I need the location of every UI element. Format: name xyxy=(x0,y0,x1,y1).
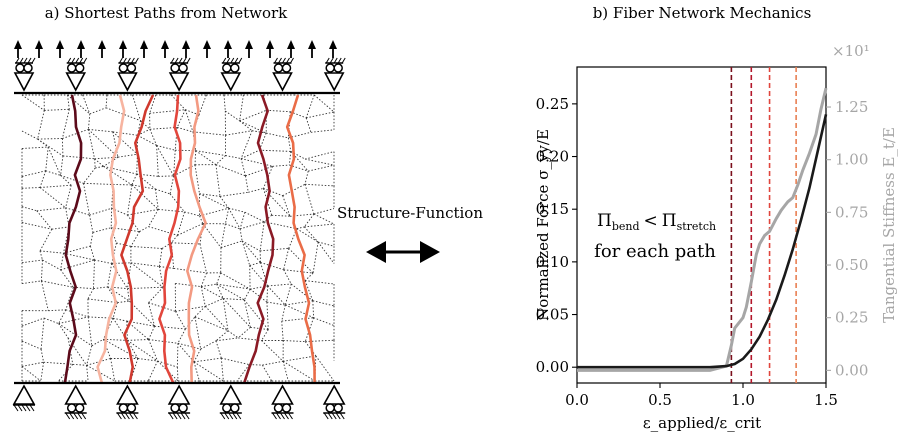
x-tick-label: 1.5 xyxy=(814,391,838,409)
y2-tick-label: 1.25 xyxy=(835,98,868,116)
fiber-network xyxy=(21,94,335,382)
shortest-path-line xyxy=(242,94,275,384)
y-ticks: 0.00 0.05 0.10 0.15 0.20 0.25 xyxy=(536,95,577,376)
pin-support-icon xyxy=(12,384,36,412)
y-tick-label: 0.25 xyxy=(536,95,569,113)
roller-support-icon xyxy=(116,384,139,420)
up-arrow-icon xyxy=(182,40,190,58)
up-arrow-icon xyxy=(329,40,337,58)
svg-text:Tangential Stiffness E_t/E: Tangential Stiffness E_t/E xyxy=(880,127,898,323)
shortest-paths xyxy=(63,94,316,384)
shortest-path-line xyxy=(63,94,83,384)
panel-a-title: a) Shortest Paths from Network xyxy=(45,4,288,22)
annotation-line2: for each path xyxy=(594,241,716,262)
top-roller-supports xyxy=(13,57,346,92)
force-line xyxy=(577,114,828,369)
up-arrow-icon xyxy=(245,40,253,58)
roller-support-icon xyxy=(64,384,88,420)
roller-support-icon xyxy=(219,384,243,420)
annotation: Πbend < Πstretch for each path xyxy=(594,211,716,262)
up-arrow-icon xyxy=(287,40,295,58)
double-arrow-icon xyxy=(366,241,440,263)
panel-b-title: b) Fiber Network Mechanics xyxy=(593,4,812,22)
shortest-path-line xyxy=(186,94,207,384)
stiffness-line xyxy=(577,87,828,372)
roller-support-icon xyxy=(13,57,36,92)
up-arrow-icon xyxy=(308,40,316,58)
x-axis-label: ε_applied/ε_crit xyxy=(643,414,761,432)
x-tick-label: 0.5 xyxy=(648,391,672,409)
roller-support-icon xyxy=(323,57,346,92)
roller-support-icon xyxy=(167,384,191,420)
pull-arrows xyxy=(14,40,337,58)
up-arrow-icon xyxy=(203,40,211,58)
roller-support-icon xyxy=(65,57,88,92)
y2-tick-label: 0.25 xyxy=(835,309,868,327)
structure-function-label: Structure-Function xyxy=(337,204,483,222)
critical-strain-lines xyxy=(730,67,797,383)
y2-tick-label: 1.00 xyxy=(835,151,868,169)
x-ticks: 0.0 0.5 1.0 1.5 xyxy=(565,383,838,409)
up-arrow-icon xyxy=(140,40,148,58)
up-arrow-icon xyxy=(14,40,22,58)
y2-tick-label: 0.50 xyxy=(835,256,868,274)
up-arrow-icon xyxy=(98,40,106,58)
y-tick-label: 0.05 xyxy=(536,306,569,324)
svg-text:Normalized Force σ_yy/E: Normalized Force σ_yy/E xyxy=(534,129,552,321)
y-tick-label: 0.10 xyxy=(536,253,569,271)
y2-ticks: 0.00 0.25 0.50 0.75 1.00 1.25 xyxy=(826,98,868,379)
roller-support-icon xyxy=(272,57,294,92)
y2-tick-label: 0.75 xyxy=(835,203,868,221)
up-arrow-icon xyxy=(119,40,127,58)
up-arrow-icon xyxy=(77,40,85,58)
bottom-supports xyxy=(12,384,346,420)
shortest-path-line xyxy=(120,94,155,384)
y-tick-label: 0.15 xyxy=(536,200,569,218)
shortest-path-line xyxy=(96,94,126,384)
shortest-path-line xyxy=(285,94,316,384)
y2-tick-label: 0.00 xyxy=(835,361,868,379)
mechanics-chart: 0.0 0.5 1.0 1.5 0.00 0.05 0.10 0.15 0.20 0.25 0.… xyxy=(534,42,898,432)
y2-axis-label: Tangential Stiffness E_t/E xyxy=(880,127,898,323)
roller-support-icon xyxy=(220,57,243,92)
roller-support-icon xyxy=(271,384,294,420)
shortest-path-line xyxy=(158,94,182,384)
up-arrow-icon xyxy=(161,40,169,58)
y2-multiplier: ×10¹ xyxy=(832,42,870,60)
series-lines xyxy=(577,87,828,372)
up-arrow-icon xyxy=(266,40,274,58)
x-tick-label: 0.0 xyxy=(565,391,589,409)
plot-frame xyxy=(576,66,827,384)
roller-support-icon xyxy=(322,384,346,420)
svg-text:Πbend<Πstretch: Πbend < Πstretch xyxy=(597,211,716,233)
up-arrow-icon xyxy=(224,40,232,58)
y-tick-label: 0.00 xyxy=(536,358,569,376)
y-tick-label: 0.20 xyxy=(536,148,569,166)
roller-support-icon xyxy=(117,57,139,92)
up-arrow-icon xyxy=(56,40,64,58)
panel-a-network xyxy=(12,40,346,420)
y-axis-label: Normalized Force σ_yy/E xyxy=(534,129,552,321)
up-arrow-icon xyxy=(35,40,43,58)
roller-support-icon xyxy=(168,57,191,92)
x-tick-label: 1.0 xyxy=(731,391,755,409)
